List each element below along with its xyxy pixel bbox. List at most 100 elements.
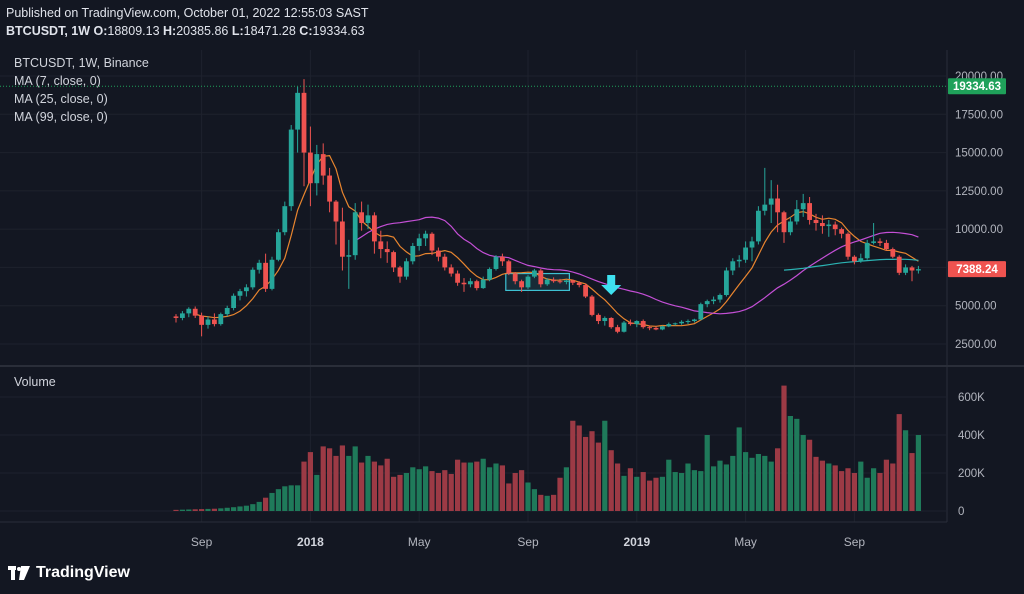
candle-body <box>864 242 870 259</box>
candle-body <box>608 317 614 328</box>
brand-text: TradingView <box>36 564 130 581</box>
pane-separator <box>0 50 1024 523</box>
volume-bar <box>909 453 915 511</box>
candle-body <box>308 152 313 184</box>
candle-body <box>288 129 294 207</box>
candle-body <box>333 201 339 222</box>
candle-body <box>916 269 921 271</box>
legend-ma7[interactable]: MA (7, close, 0) <box>14 74 101 88</box>
volume-bar <box>275 489 281 511</box>
volume-bar <box>640 472 646 511</box>
candle-body <box>372 215 377 242</box>
volume-bar <box>621 475 627 511</box>
candle-body <box>877 241 883 243</box>
candle-body <box>800 203 806 210</box>
candle-body <box>845 233 851 257</box>
time-tick-label: 2018 <box>297 535 324 549</box>
candle-body <box>352 212 358 256</box>
volume-bar <box>467 462 473 511</box>
volume-tick-label: 600K <box>958 392 985 404</box>
volume-bar <box>231 507 237 511</box>
volume-bar <box>493 463 499 511</box>
candle-body <box>506 261 512 274</box>
volume-bar <box>864 477 870 511</box>
ma99-line <box>783 258 919 271</box>
candle-body <box>423 233 428 239</box>
candle-body <box>813 219 819 224</box>
candle-body <box>480 279 486 289</box>
candle-body <box>186 308 192 314</box>
candle-body <box>884 242 889 250</box>
candle-body <box>602 317 608 322</box>
legend-ma25[interactable]: MA (25, close, 0) <box>14 92 108 106</box>
candle-body <box>218 314 224 325</box>
candle-body <box>871 241 876 243</box>
volume-bar <box>378 465 384 511</box>
volume-bar <box>525 482 531 511</box>
volume-bar <box>435 473 441 511</box>
volume-bar <box>627 468 633 511</box>
volume-bar <box>538 494 544 511</box>
candle-body <box>717 294 723 300</box>
legend-volume[interactable]: Volume <box>14 375 56 389</box>
volume-bar <box>224 507 230 511</box>
volume-bar <box>666 459 672 511</box>
candle-body <box>173 316 179 318</box>
candle-body <box>679 321 684 324</box>
volume-bar <box>461 462 467 511</box>
volume-bar <box>755 454 761 511</box>
candle-body <box>736 259 742 262</box>
tradingview-logo-icon <box>8 566 30 580</box>
ohlc-line: BTCUSDT, 1W O:18809.13 H:20385.86 L:1847… <box>6 24 365 38</box>
candle-body <box>442 256 448 268</box>
volume-bar <box>295 485 301 511</box>
candle-body <box>762 204 768 211</box>
candle-body <box>256 262 262 270</box>
candle-body <box>615 327 620 332</box>
candle-body <box>634 321 640 325</box>
volume-bar <box>807 439 813 511</box>
volume-bar <box>851 473 857 511</box>
open-label: O: <box>93 24 108 38</box>
volume-bar <box>832 465 838 511</box>
volume-bar <box>416 469 422 511</box>
volume-bar <box>775 448 781 511</box>
candle-body <box>589 296 595 315</box>
published-line: Published on TradingView.com, October 01… <box>6 6 369 20</box>
candle-body <box>378 241 384 250</box>
volume-bar <box>288 485 294 511</box>
candle-body <box>852 256 857 262</box>
volume-bar <box>576 425 582 511</box>
price-tick-label: 12500.00 <box>955 186 1003 198</box>
volume-bar <box>339 445 345 511</box>
candle-body <box>692 319 697 322</box>
volume-bar <box>391 476 397 511</box>
candle-body <box>205 319 211 325</box>
legend-title[interactable]: BTCUSDT, 1W, Binance <box>14 56 149 70</box>
volume-bars <box>173 385 921 511</box>
candle-body <box>199 315 204 325</box>
volume-bar <box>410 467 416 511</box>
volume-bar <box>915 435 921 511</box>
volume-bar <box>448 473 454 511</box>
candle-body <box>909 267 915 271</box>
candles <box>173 79 921 337</box>
candle-body <box>685 321 691 323</box>
tradingview-logo[interactable]: TradingView <box>8 564 130 582</box>
candle-body <box>698 304 704 320</box>
legend-ma99[interactable]: MA (99, close, 0) <box>14 110 108 124</box>
candle-body <box>487 268 492 280</box>
volume-bar <box>327 448 333 511</box>
volume-bar <box>691 470 697 511</box>
candle-body <box>384 249 390 253</box>
candle-body <box>711 299 716 302</box>
volume-bar <box>877 473 883 511</box>
volume-bar <box>858 461 864 511</box>
candle-body <box>775 198 780 213</box>
volume-bar <box>743 452 749 511</box>
candle-body <box>512 273 518 282</box>
time-tick-label: Sep <box>844 535 866 549</box>
candle-body <box>295 92 300 130</box>
volume-bar <box>583 436 589 511</box>
